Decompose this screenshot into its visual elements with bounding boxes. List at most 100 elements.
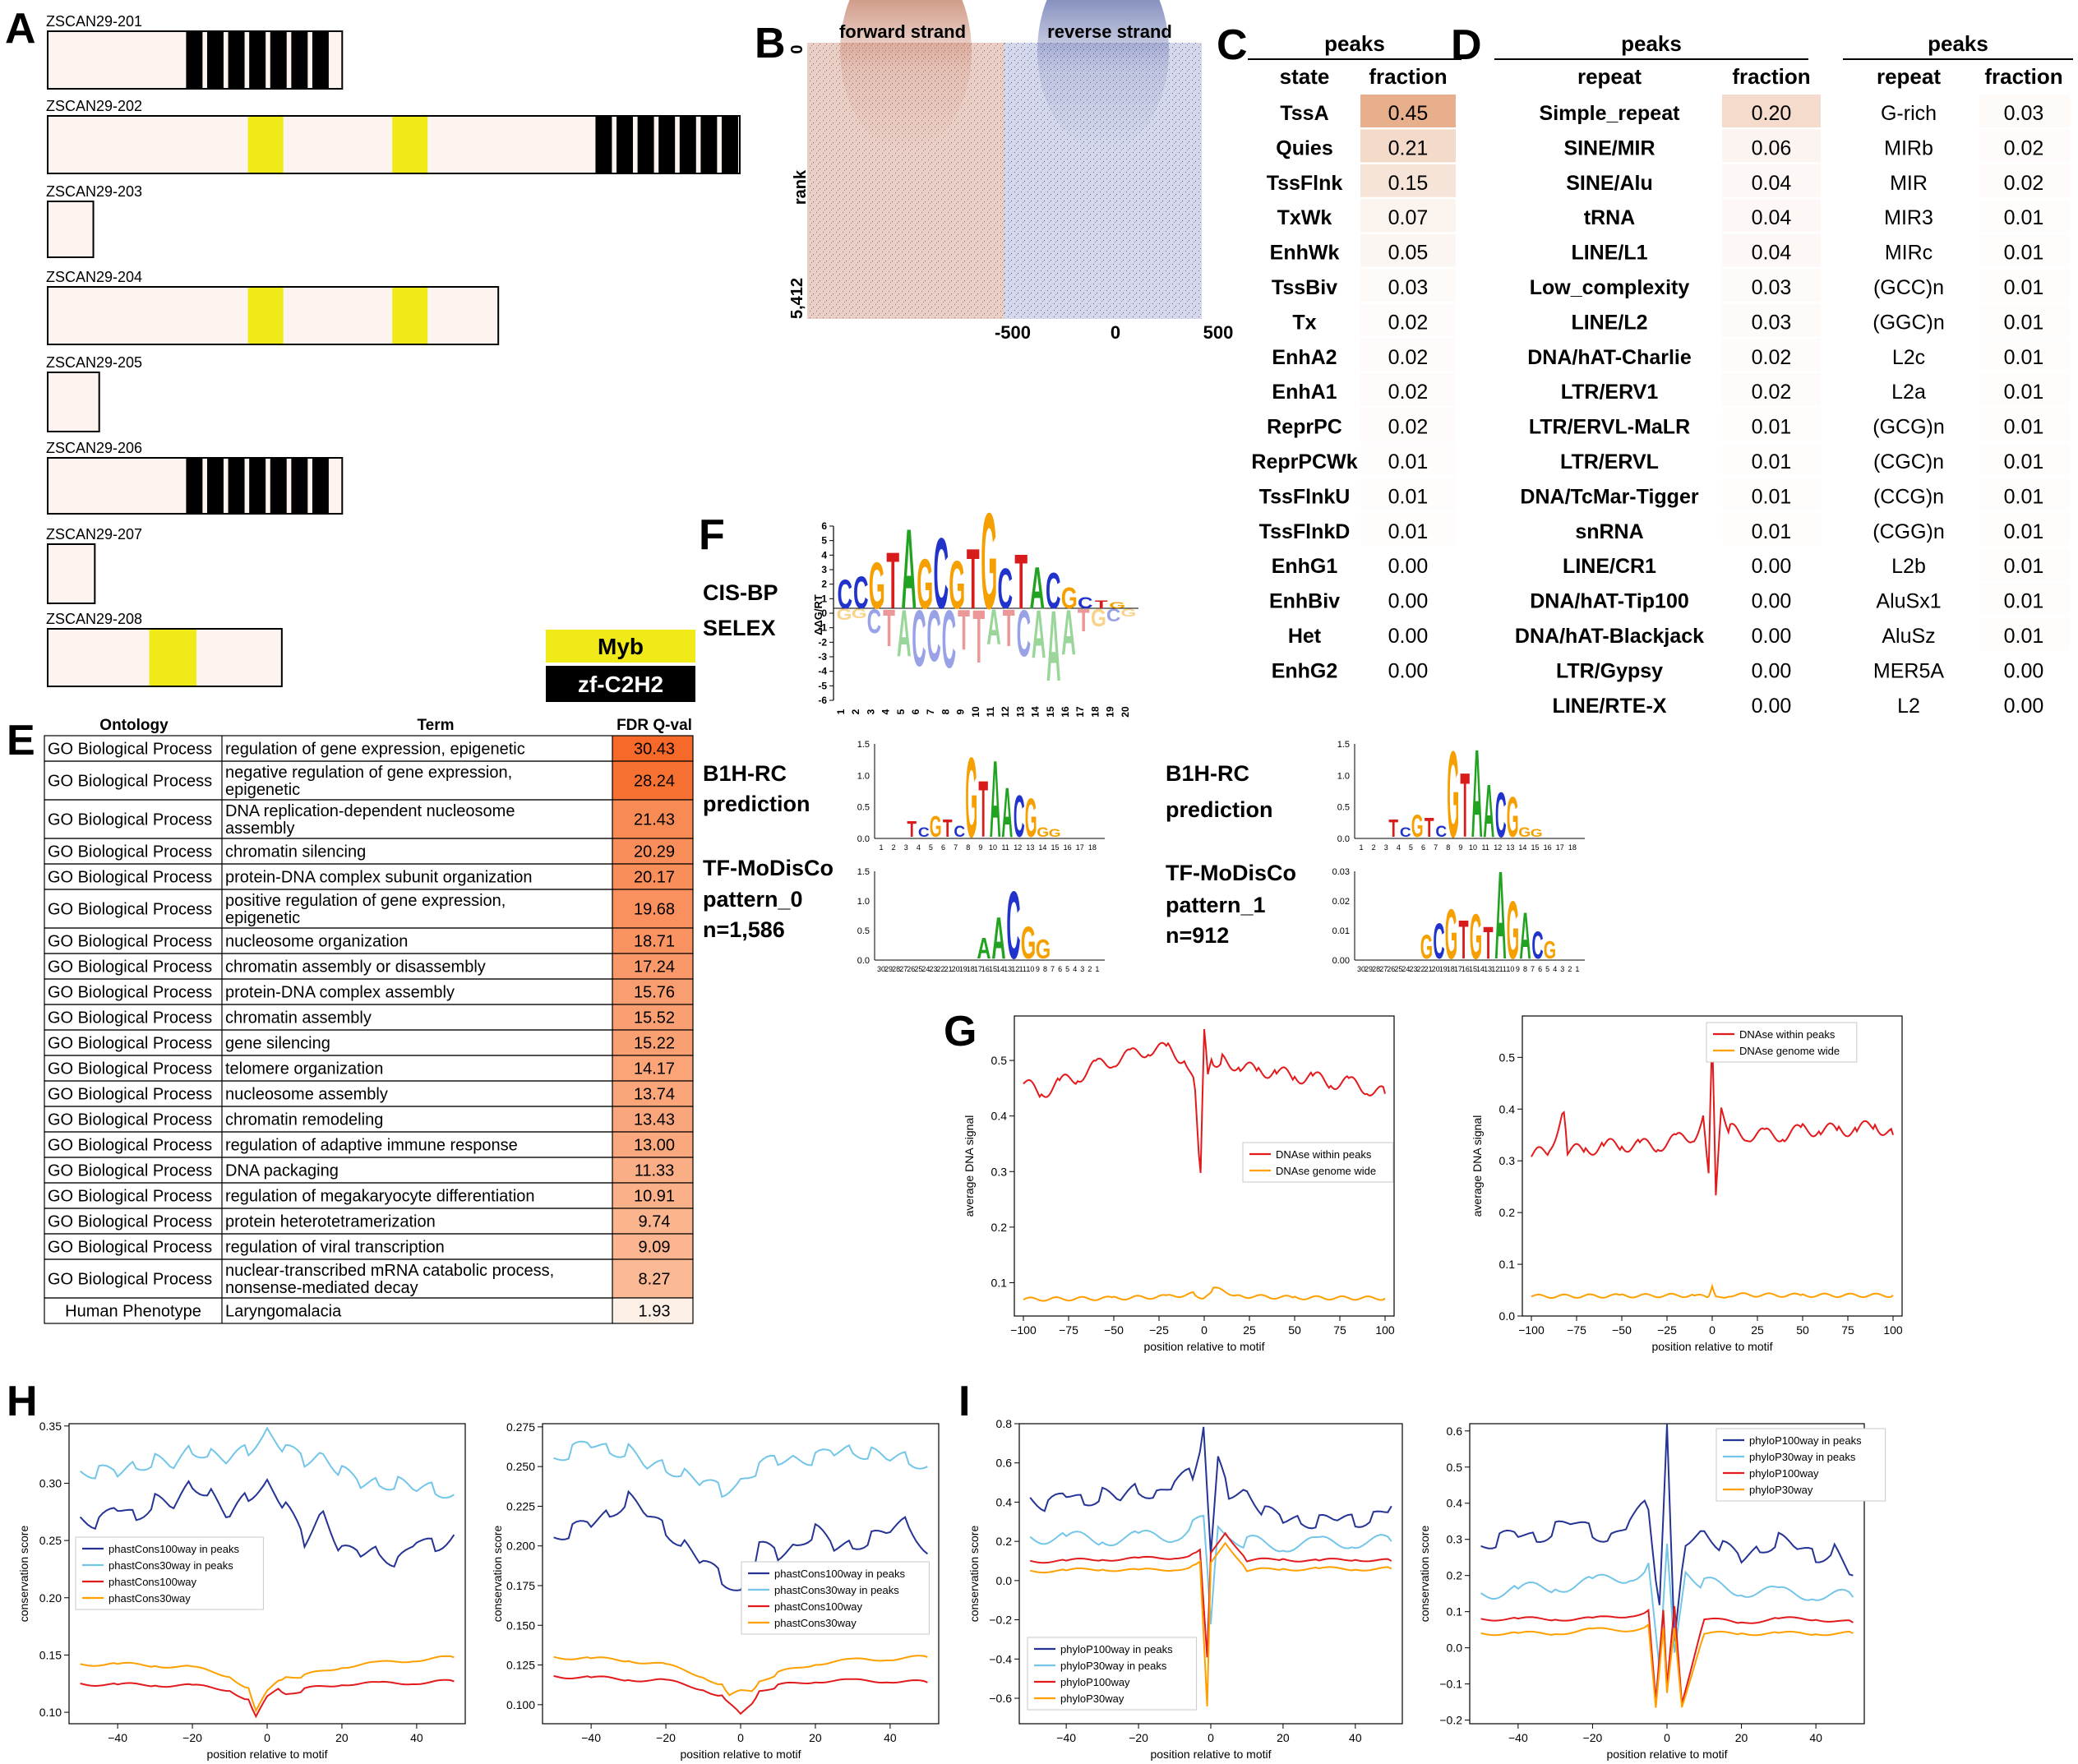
x-tick-label: 0 bbox=[1208, 1731, 1214, 1744]
logo-y-tick-label: 0.5 bbox=[857, 926, 870, 936]
go-qval: 17.24 bbox=[634, 958, 675, 977]
go-ontology: GO Biological Process bbox=[48, 1111, 212, 1129]
legend-entry: phastCons100way in peaks bbox=[109, 1543, 239, 1555]
fraction-cell bbox=[1722, 338, 1821, 372]
go-ontology: GO Biological Process bbox=[48, 901, 212, 919]
go-term: Laryngomalacia bbox=[225, 1303, 342, 1321]
go-ontology: GO Biological Process bbox=[48, 984, 212, 1002]
fraction-cell bbox=[1979, 373, 2070, 407]
logo-x-tick-label: 1 bbox=[879, 843, 883, 852]
go-term: protein-DNA complex subunit organization bbox=[225, 869, 533, 887]
cisbp-negative-letter: C bbox=[1017, 596, 1032, 671]
table-row-value: 0.21 bbox=[1388, 136, 1429, 159]
fraction-cell bbox=[1360, 478, 1456, 511]
logo-x-tick-label: 16 bbox=[1462, 965, 1470, 973]
transcript-bar bbox=[47, 372, 100, 432]
y-tick-label: 0.30 bbox=[39, 1476, 62, 1489]
table-row-label: TssFlnkD bbox=[1259, 520, 1351, 543]
go-qval: 20.17 bbox=[634, 869, 675, 887]
x-tick-label: −25 bbox=[1149, 1323, 1169, 1337]
x-tick-label: −20 bbox=[1583, 1731, 1603, 1744]
transcript-name: ZSCAN29-207 bbox=[46, 526, 142, 543]
y-tick-label: 0.4 bbox=[996, 1495, 1013, 1508]
fraction-cell bbox=[1360, 547, 1456, 581]
modisco-pattern-0: pattern_0 bbox=[703, 887, 803, 912]
go-ontology: GO Biological Process bbox=[48, 1035, 212, 1053]
logo-letter: C bbox=[1006, 872, 1020, 979]
fraction-cell bbox=[1722, 617, 1821, 650]
logo-x-tick-label: 3 bbox=[1080, 965, 1084, 973]
legend-entry: phyloP30way bbox=[1749, 1484, 1813, 1496]
table-row-value: 0.01 bbox=[2004, 416, 2044, 439]
modisco-n-0: n=1,586 bbox=[703, 917, 785, 942]
y-tick-label: 0.4 bbox=[1447, 1497, 1463, 1510]
logo-x-tick-label: 17 bbox=[1454, 965, 1462, 973]
y-tick-label: 0.20 bbox=[39, 1591, 62, 1605]
fraction-cell bbox=[1722, 199, 1821, 233]
logo-letter: G bbox=[1037, 824, 1049, 840]
fraction-cell bbox=[1360, 338, 1456, 372]
x-tick-label: −20 bbox=[1129, 1731, 1148, 1744]
logo-x-tick-label: 4 bbox=[1553, 965, 1557, 973]
fraction-cell bbox=[1360, 617, 1456, 650]
go-term: chromatin assembly or disassembly bbox=[225, 958, 486, 977]
legend-entry: phastCons100way in peaks bbox=[774, 1568, 905, 1580]
logo-x-tick-label: 29 bbox=[884, 965, 893, 973]
y-tick-label: 0.1 bbox=[991, 1276, 1008, 1289]
zf-c2h2-finger bbox=[721, 117, 738, 173]
table-row-label: (GGC)n bbox=[1873, 311, 1945, 334]
logo-y-tick-label: 0.0 bbox=[1337, 834, 1350, 844]
go-ontology: GO Biological Process bbox=[48, 1188, 212, 1206]
logo-letter: G bbox=[1411, 809, 1424, 844]
table-row-label: EnhBiv bbox=[1269, 590, 1340, 613]
fraction-cell bbox=[1360, 129, 1456, 163]
y-tick-label: 0.6 bbox=[1447, 1425, 1463, 1438]
series-line bbox=[1023, 1286, 1386, 1302]
cisbp-negative-letter: T bbox=[958, 599, 970, 663]
table-row-value: 0.02 bbox=[1388, 311, 1429, 334]
go-ontology: GO Biological Process bbox=[48, 1060, 212, 1078]
table-row-label: LINE/L2 bbox=[1571, 311, 1647, 334]
logo-letter: G bbox=[1531, 827, 1543, 840]
table-row-value: 0.02 bbox=[1388, 346, 1429, 369]
logo-x-tick-label: 7 bbox=[954, 843, 958, 852]
logo-x-tick-label: 17 bbox=[974, 965, 982, 973]
logo-y-tick-label: 0.0 bbox=[857, 834, 870, 844]
x-tick-label: 20 bbox=[1277, 1731, 1290, 1744]
logo-y-tick-label: 0.5 bbox=[857, 803, 870, 813]
zf-c2h2-finger bbox=[186, 459, 203, 513]
go-term: positive regulation of gene expression, bbox=[225, 892, 506, 910]
zf-c2h2-finger bbox=[679, 117, 696, 173]
go-term: chromatin remodeling bbox=[225, 1111, 383, 1129]
x-tick-label: 100 bbox=[1375, 1323, 1395, 1337]
table-col2-header: fraction bbox=[1984, 64, 2062, 89]
line-chart-g-left: −100 −75 −50 −25 0 25 50 75 100 0.1 0.2 0.3 0.4 0.5 po… bbox=[963, 1015, 1395, 1353]
logo-x-tick-label: 18 bbox=[1568, 843, 1577, 852]
logo-x-tick-label: 9 bbox=[978, 843, 982, 852]
transcript-name: ZSCAN29-206 bbox=[46, 440, 142, 456]
logo-y-tick-label: 1.0 bbox=[857, 771, 870, 781]
qval-cell bbox=[612, 736, 693, 761]
logo-letter: G bbox=[930, 811, 942, 844]
cisbp-negative-letter: A bbox=[1061, 598, 1076, 668]
logo-x-tick-label: 6 bbox=[1538, 965, 1542, 973]
logo-letter: T bbox=[978, 765, 988, 854]
series-line bbox=[79, 1478, 455, 1568]
qval-cell bbox=[612, 761, 693, 800]
qval-cell bbox=[612, 979, 693, 1004]
cisbp-y-tick-label: 6 bbox=[821, 520, 827, 532]
go-ontology: GO Biological Process bbox=[48, 958, 212, 977]
y-axis-label: average DNA signal bbox=[963, 1115, 976, 1217]
logo-letter: C bbox=[837, 572, 852, 617]
table-row-value: 0.01 bbox=[2004, 206, 2044, 229]
table-row-value: 0.02 bbox=[1752, 346, 1792, 369]
cisbp-negative-letter: G bbox=[852, 607, 867, 621]
table-row-value: 0.01 bbox=[2004, 520, 2044, 543]
fraction-cell bbox=[1979, 269, 2070, 302]
forward-strand-label: forward strand bbox=[839, 21, 966, 42]
logo-letter: G bbox=[1109, 600, 1125, 610]
myb-domain bbox=[247, 117, 284, 173]
logo-x-tick-label: 5 bbox=[1545, 965, 1549, 973]
logo-letter: T bbox=[943, 815, 953, 843]
logo-letter: C bbox=[853, 568, 869, 619]
